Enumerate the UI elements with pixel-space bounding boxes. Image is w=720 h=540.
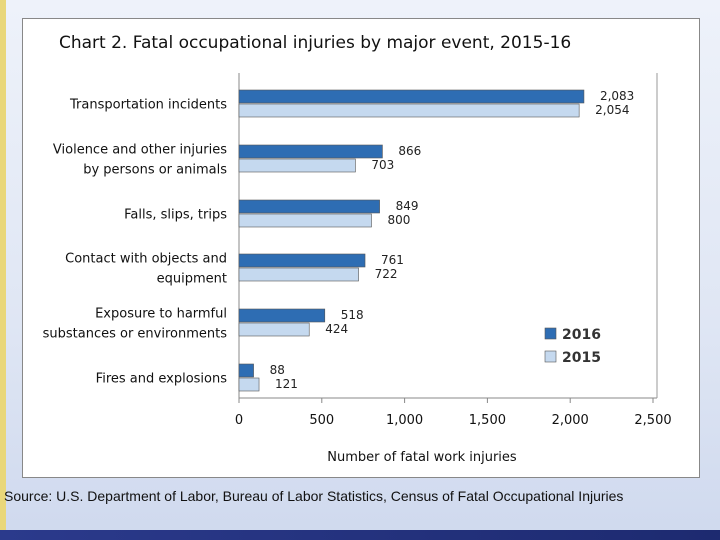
- bar-2016: [238, 199, 380, 214]
- data-label-2016: 849: [396, 199, 419, 213]
- data-label-2016: 2,083: [600, 89, 634, 103]
- data-label-2015: 121: [275, 377, 298, 391]
- bar-2016: [238, 253, 366, 268]
- x-tick-label: 2,500: [634, 413, 671, 428]
- legend-swatch-2015: [544, 350, 557, 363]
- data-label-2015: 800: [387, 213, 410, 227]
- category-label: Fires and explosions: [96, 372, 228, 387]
- bar-2015: [238, 103, 580, 118]
- data-label-2016: 866: [398, 144, 421, 158]
- bar-2016: [238, 144, 383, 159]
- chart-frame: Chart 2. Fatal occupational injuries by …: [22, 18, 700, 478]
- data-label-2015: 722: [375, 267, 398, 281]
- source-note: Source: U.S. Department of Labor, Bureau…: [4, 488, 624, 504]
- x-tick-label: 1,500: [469, 413, 506, 428]
- chart-title: Chart 2. Fatal occupational injuries by …: [59, 33, 572, 53]
- bottom-bar: [0, 530, 720, 540]
- bar-2015: [238, 213, 372, 228]
- data-label-2016: 518: [341, 308, 364, 322]
- category-label: Transportation incidents: [69, 98, 227, 113]
- bar-2016: [238, 363, 254, 378]
- bar-2015: [238, 158, 356, 173]
- x-tick-label: 0: [235, 413, 243, 428]
- bar-2015: [238, 322, 310, 337]
- category-label: Violence and other injuries: [53, 143, 227, 158]
- data-label-2015: 703: [371, 158, 394, 172]
- data-label-2016: 761: [381, 253, 404, 267]
- legend-label-2015: 2015: [562, 350, 601, 366]
- bar-2015: [238, 377, 260, 392]
- data-label-2015: 2,054: [595, 103, 629, 117]
- category-label: equipment: [157, 272, 227, 287]
- x-axis-label: Number of fatal work injuries: [327, 450, 517, 465]
- x-tick-label: 500: [309, 413, 334, 428]
- bar-2016: [238, 89, 585, 104]
- left-accent-strip: [0, 0, 6, 540]
- data-label-2015: 424: [325, 322, 348, 336]
- x-tick-label: 1,000: [386, 413, 423, 428]
- data-label-2016: 88: [270, 363, 285, 377]
- bar-2015: [238, 267, 359, 282]
- category-label: substances or environments: [43, 327, 228, 342]
- bar-2016: [238, 308, 326, 323]
- x-tick-label: 2,000: [552, 413, 589, 428]
- legend-swatch-2016: [544, 327, 557, 340]
- category-label: Exposure to harmful: [95, 307, 227, 322]
- bar-chart: 0 500 1,000 1,500 2,000 2,500 Number of fatal …: [43, 73, 672, 465]
- category-label: Contact with objects and: [65, 252, 227, 267]
- category-label: by persons or animals: [83, 163, 227, 178]
- legend-label-2016: 2016: [562, 327, 601, 343]
- category-label: Falls, slips, trips: [124, 208, 227, 223]
